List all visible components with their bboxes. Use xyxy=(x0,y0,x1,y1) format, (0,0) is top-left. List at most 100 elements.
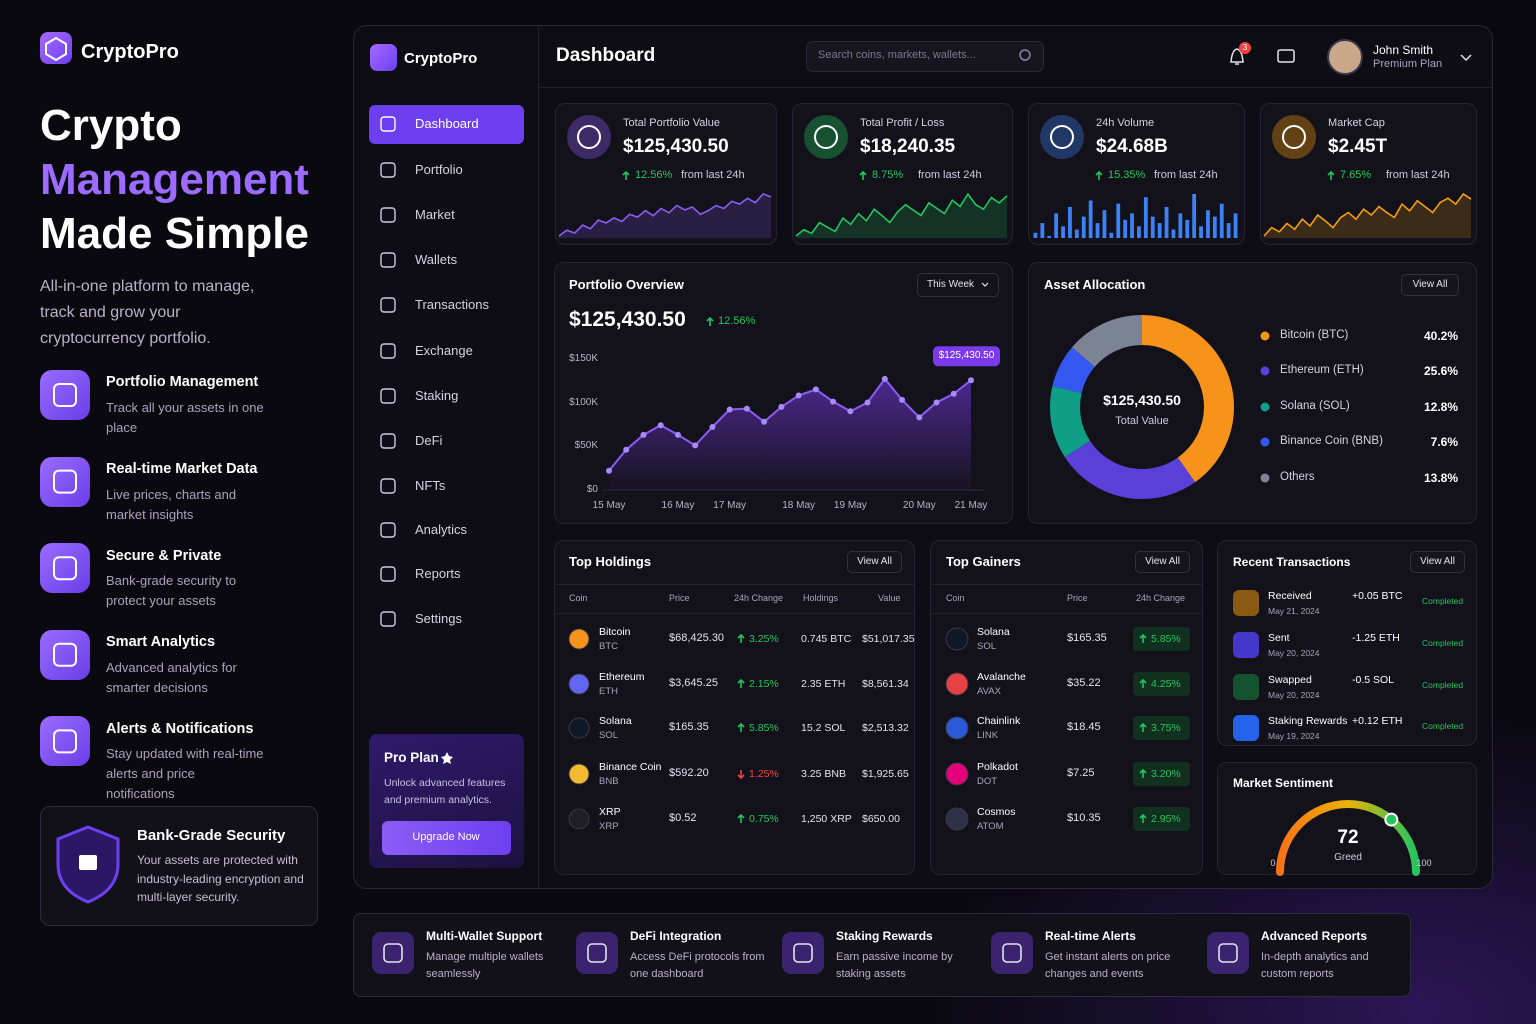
gauge-min: 0 xyxy=(1270,857,1276,868)
nav-item[interactable]: Settings xyxy=(415,611,462,627)
coin-name: Cosmos xyxy=(977,805,1016,818)
tooltip-label: $125,430.50 xyxy=(938,350,995,362)
coin-holdings: 0.745 BTC xyxy=(801,632,852,645)
coin-price: $3,645.25 xyxy=(669,677,718,690)
card-title: Top Gainers xyxy=(946,554,1021,570)
security-desc: Your assets are protected with industry-… xyxy=(137,853,304,904)
coin-holdings: 1,250 XRP xyxy=(801,812,852,825)
transaction-type: Received xyxy=(1268,589,1312,602)
coin-change: 3.25% xyxy=(749,632,779,645)
coin-change: 5.85% xyxy=(1151,632,1181,645)
legend-label: Others xyxy=(1280,471,1315,484)
nav-item[interactable]: NFTs xyxy=(415,478,446,494)
nav-item[interactable]: DeFi xyxy=(415,433,443,449)
transaction-amount: -0.5 SOL xyxy=(1352,673,1395,686)
nav-item[interactable]: Transactions xyxy=(415,297,489,313)
view-all-button[interactable] xyxy=(1401,274,1459,296)
brand-name: CryptoPro xyxy=(81,41,179,63)
transaction-status: Completed xyxy=(1422,720,1464,731)
legend-value: 25.6% xyxy=(1423,363,1458,378)
stat-change: 8.75% xyxy=(872,169,904,182)
user-name: John Smith xyxy=(1373,42,1434,57)
coin-symbol: DOT xyxy=(977,776,998,788)
feature-title: Alerts & Notifications xyxy=(106,720,254,737)
strip-icon xyxy=(782,932,824,974)
page-title: Dashboard xyxy=(556,44,656,66)
overview-card xyxy=(554,262,1013,524)
stat-change: 7.65% xyxy=(1340,169,1372,182)
legend-value: 7.6% xyxy=(1430,434,1458,449)
transaction-amount: +0.05 BTC xyxy=(1352,589,1403,602)
coin-change: 2.95% xyxy=(1151,812,1181,825)
period-dropdown[interactable] xyxy=(917,273,999,297)
coin-holdings: 3.25 BNB xyxy=(801,767,846,780)
transaction-date: May 20, 2024 xyxy=(1268,647,1320,658)
nav-item[interactable]: Dashboard xyxy=(415,116,479,132)
overview-change: 12.56% xyxy=(718,315,756,328)
coin-change: 3.20% xyxy=(1151,767,1181,780)
coin-change: 0.75% xyxy=(749,812,779,825)
nav-item[interactable]: Portfolio xyxy=(415,162,463,178)
nav-item[interactable]: Staking xyxy=(415,388,459,404)
strip-title: Multi-Wallet Support xyxy=(426,928,543,943)
strip-desc: Get instant alerts on price changes and … xyxy=(1045,951,1171,980)
donut-center-label: Total Value xyxy=(1115,415,1169,428)
view-all-button[interactable] xyxy=(1135,551,1190,573)
legend-label: Solana (SOL) xyxy=(1280,400,1350,413)
transaction-amount: -1.25 ETH xyxy=(1352,631,1400,644)
transaction-status: Completed xyxy=(1422,637,1464,648)
column-header: 24h Change xyxy=(1136,592,1186,603)
legend-label: Ethereum (ETH) xyxy=(1280,364,1364,377)
view-all-button[interactable] xyxy=(1410,551,1465,573)
legend-value: 13.8% xyxy=(1423,470,1458,485)
feature-title: Real-time Market Data xyxy=(106,460,258,477)
strip-icon xyxy=(1207,932,1249,974)
x-tick-label: 16 May xyxy=(661,500,695,511)
allocation-card xyxy=(1028,262,1477,524)
transaction-date: May 19, 2024 xyxy=(1268,730,1320,741)
nav-item[interactable]: Exchange xyxy=(415,343,473,359)
coin-symbol: LINK xyxy=(977,730,999,742)
button-label[interactable]: View All xyxy=(1145,556,1180,567)
coin-change: 5.85% xyxy=(749,721,779,734)
feature-icon xyxy=(40,456,90,507)
strip-title: Real-time Alerts xyxy=(1045,928,1136,943)
coin-value: $1,925.65 xyxy=(862,767,909,780)
search-box[interactable] xyxy=(806,41,1044,72)
stat-label: Market Cap xyxy=(1328,117,1385,130)
coin-holdings: 2.35 ETH xyxy=(801,677,846,690)
coin-value: $650.00 xyxy=(862,812,900,825)
transaction-type: Swapped xyxy=(1268,673,1312,686)
coin-change: 1.25% xyxy=(749,767,779,780)
coin-symbol: SOL xyxy=(599,730,619,742)
nav-item[interactable]: Wallets xyxy=(415,252,458,268)
divider xyxy=(555,613,914,614)
nav-item[interactable]: Market xyxy=(415,207,455,223)
headline: Made Simple xyxy=(40,208,309,258)
x-tick-label: 21 May xyxy=(954,500,988,511)
coin-name: Polkadot xyxy=(977,760,1018,773)
button-label[interactable]: View All xyxy=(1412,279,1448,290)
feature-desc: Live prices, charts and market insights xyxy=(106,486,237,522)
coin-symbol: ETH xyxy=(599,686,618,698)
coin-name: Avalanche xyxy=(977,670,1026,683)
stat-label: Total Portfolio Value xyxy=(623,117,721,130)
stat-change: 12.56% xyxy=(635,169,673,182)
button-label[interactable]: View All xyxy=(1420,556,1455,567)
transaction-date: May 20, 2024 xyxy=(1268,689,1320,700)
card-title: Market Sentiment xyxy=(1233,775,1334,790)
card-title: Top Holdings xyxy=(569,554,652,570)
coin-symbol: ATOM xyxy=(977,821,1004,833)
view-all-button[interactable] xyxy=(847,551,902,573)
button-label[interactable]: View All xyxy=(857,556,892,567)
coin-price: $35.22 xyxy=(1067,677,1101,690)
period-label[interactable]: This Week xyxy=(927,279,975,290)
subtitle: All-in-one platform to manage, track and… xyxy=(40,278,255,347)
transaction-icon xyxy=(1233,632,1259,658)
nav-item[interactable]: Analytics xyxy=(415,522,468,538)
upgrade-button[interactable] xyxy=(382,821,511,855)
nav-item[interactable]: Reports xyxy=(415,566,461,582)
coin-name: Binance Coin xyxy=(599,760,662,773)
button-label[interactable]: Upgrade Now xyxy=(412,831,480,844)
